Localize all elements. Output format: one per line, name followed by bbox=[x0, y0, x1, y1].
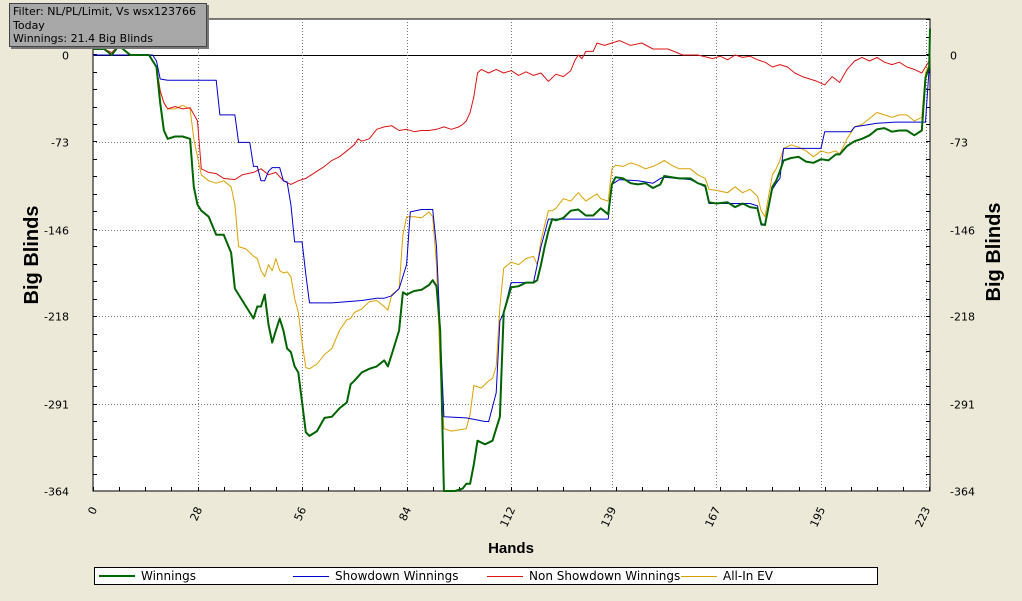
series-line-non-showdown-winnings bbox=[93, 28, 931, 185]
legend-swatch-winnings bbox=[99, 575, 135, 577]
x-tick-label: 167 bbox=[703, 505, 724, 530]
y-tick-label-left: 0 bbox=[62, 50, 69, 63]
filter-text: Filter: NL/PL/Limit, Vs wsx123766 bbox=[13, 5, 197, 18]
y-tick-label-right: -218 bbox=[950, 311, 975, 324]
y-axis-label-left: Big Blinds bbox=[21, 206, 43, 305]
legend-label-showdown: Showdown Winnings bbox=[335, 569, 459, 583]
plot-area bbox=[92, 18, 931, 492]
x-tick-label: 112 bbox=[498, 505, 519, 530]
y-tick-label-right: -364 bbox=[950, 486, 975, 499]
x-tick-label: 84 bbox=[397, 505, 415, 523]
series-line-winnings bbox=[93, 28, 931, 492]
legend-swatch-non-showdown bbox=[487, 575, 523, 577]
info-box: Filter: NL/PL/Limit, Vs wsx123766 Today … bbox=[9, 3, 207, 47]
y-tick-label-left: -364 bbox=[44, 486, 69, 499]
winnings-text: Winnings: 21.4 Big Blinds bbox=[13, 32, 153, 45]
y-tick-label-left: -291 bbox=[44, 399, 69, 412]
axis-ticks: 0 0 -73 -73 -146 -146 -218 -218 -291 -291 -364 -364… bbox=[44, 19, 975, 530]
series-lines bbox=[93, 28, 931, 492]
legend-item-winnings: Winnings bbox=[99, 568, 196, 584]
legend-swatch-all-in-ev bbox=[681, 575, 717, 577]
series-line-all-in-ev bbox=[93, 28, 931, 432]
y-tick-label-left: -73 bbox=[51, 137, 69, 150]
legend-swatch-showdown bbox=[293, 575, 329, 577]
y-tick-label-left: -218 bbox=[44, 311, 69, 324]
legend: Winnings Showdown Winnings Non Showdown … bbox=[94, 567, 878, 585]
x-tick-label: 28 bbox=[188, 505, 206, 523]
legend-label-winnings: Winnings bbox=[141, 569, 196, 583]
x-tick-label: 56 bbox=[292, 505, 310, 523]
legend-label-all-in-ev: All-In EV bbox=[723, 569, 773, 583]
legend-item-non-showdown-winnings: Non Showdown Winnings bbox=[487, 568, 680, 584]
y-axis-label-right: Big Blinds bbox=[983, 203, 1005, 302]
x-tick-label: 195 bbox=[808, 505, 829, 530]
y-tick-label-right: -146 bbox=[950, 225, 975, 238]
y-tick-label-right: -291 bbox=[950, 399, 975, 412]
period-text: Today bbox=[13, 18, 45, 32]
legend-item-showdown-winnings: Showdown Winnings bbox=[293, 568, 459, 584]
grid-lines bbox=[93, 19, 930, 492]
legend-label-non-showdown: Non Showdown Winnings bbox=[529, 569, 681, 583]
x-axis-label: Hands bbox=[488, 540, 534, 557]
series-line-showdown-winnings bbox=[93, 28, 931, 422]
x-tick-label: 0 bbox=[85, 505, 100, 517]
y-tick-label-left: -146 bbox=[44, 225, 69, 238]
x-tick-label: 139 bbox=[599, 505, 620, 530]
x-tick-label: 223 bbox=[913, 505, 934, 530]
y-tick-label-right: 0 bbox=[950, 50, 957, 63]
y-tick-label-right: -73 bbox=[950, 137, 968, 150]
legend-item-all-in-ev: All-In EV bbox=[681, 568, 773, 584]
